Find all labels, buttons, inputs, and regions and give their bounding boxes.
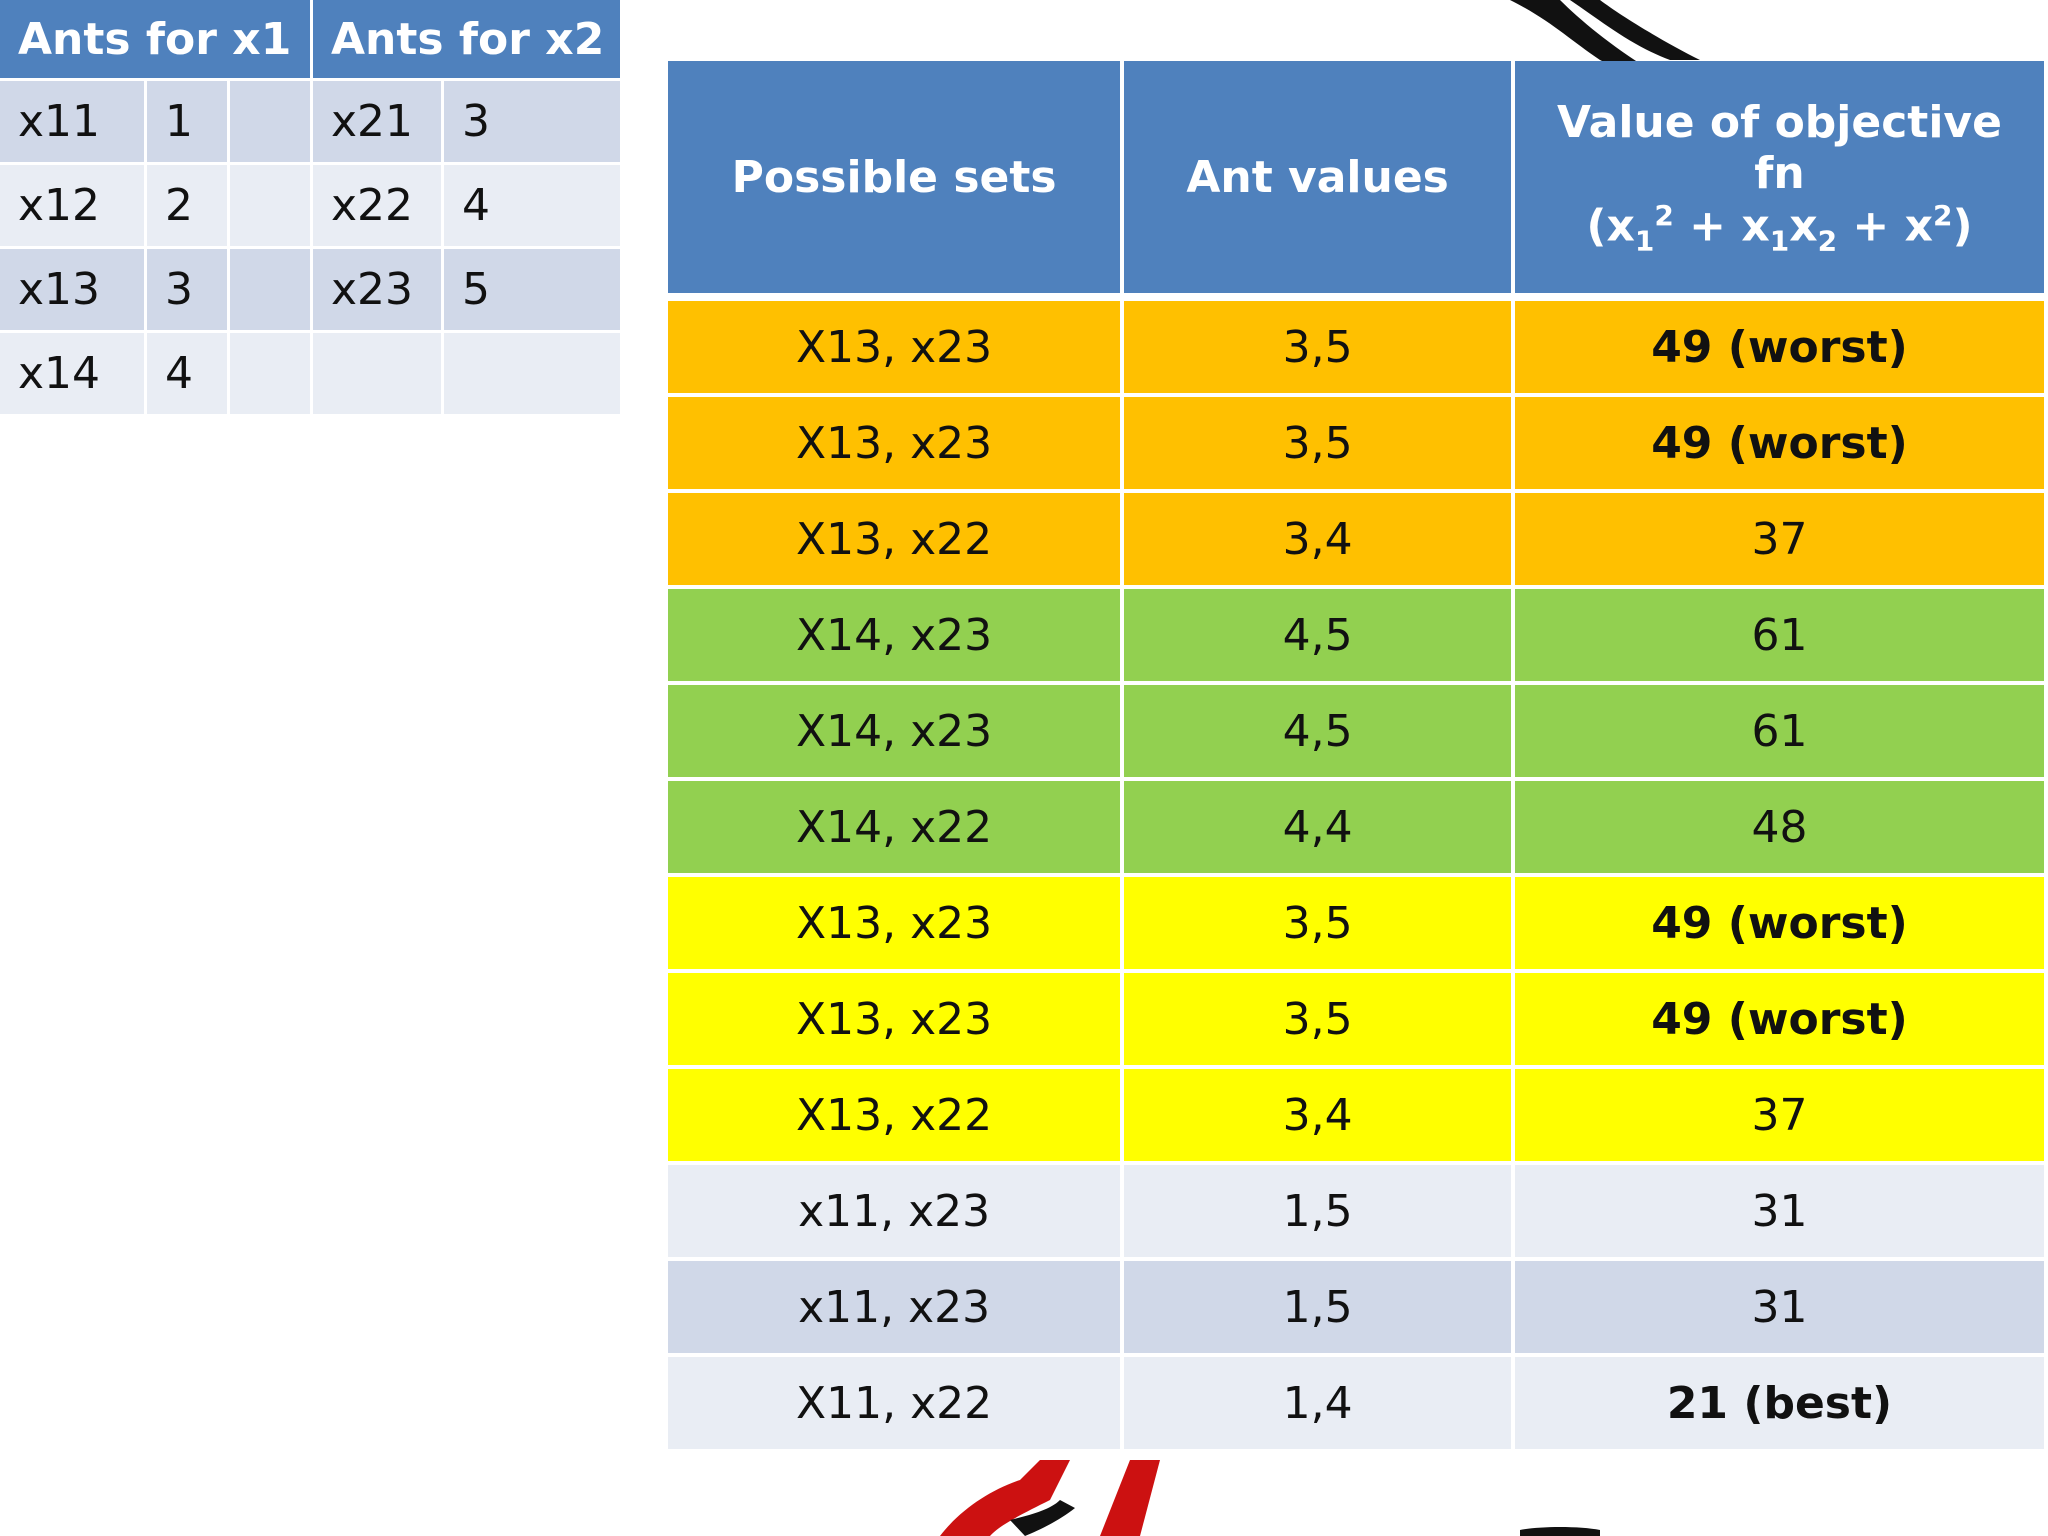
objective-value-cell: 61 bbox=[1514, 685, 2044, 777]
formula-superscript: 2 bbox=[1654, 198, 1674, 232]
set-cell: X14, x23 bbox=[668, 685, 1121, 777]
ant-values-cell: 3,4 bbox=[1124, 1069, 1511, 1161]
decorative-artwork-bottom bbox=[940, 1460, 1600, 1536]
ants-x2-header: Ants for x2 bbox=[313, 0, 620, 78]
sets-table-header-row: Possible sets Ant values Value of object… bbox=[668, 61, 2044, 293]
formula-part: ) bbox=[1952, 200, 1973, 252]
ant-values-cell: 3,5 bbox=[1124, 397, 1511, 489]
set-cell: X13, x23 bbox=[668, 973, 1121, 1065]
objective-value-cell: 31 bbox=[1514, 1165, 2044, 1257]
objective-value-cell: 61 bbox=[1514, 589, 2044, 681]
formula-part: + x bbox=[1837, 200, 1933, 252]
set-cell: x11, x23 bbox=[668, 1261, 1121, 1353]
ant-values-cell: 3,5 bbox=[1124, 877, 1511, 969]
sets-table-row: X14, x23 4,5 61 bbox=[668, 589, 2044, 681]
ant-values-cell: 3,4 bbox=[1124, 493, 1511, 585]
set-cell: X13, x22 bbox=[668, 1069, 1121, 1161]
x2-ant-name: x21 bbox=[313, 81, 441, 162]
set-cell: X13, x23 bbox=[668, 297, 1121, 393]
objective-value-cell: 49 (worst) bbox=[1514, 397, 2044, 489]
x1-ant-value: 3 bbox=[147, 249, 227, 330]
objective-value-cell: 48 bbox=[1514, 781, 2044, 873]
objective-header-line1: Value of objective fn bbox=[1556, 96, 2002, 199]
x2-ant-name: x22 bbox=[313, 165, 441, 246]
ants-table: Ants for x1 Ants for x2 x11 1 x21 3 x12 … bbox=[0, 0, 623, 417]
ant-values-cell: 3,5 bbox=[1124, 973, 1511, 1065]
objective-value-cell: 49 (worst) bbox=[1514, 877, 2044, 969]
ant-values-cell: 1,4 bbox=[1124, 1357, 1511, 1449]
sets-table-row: X13, x23 3,5 49 (worst) bbox=[668, 397, 2044, 489]
empty-cell bbox=[230, 249, 310, 330]
set-cell: X13, x23 bbox=[668, 397, 1121, 489]
x2-ant-value: 3 bbox=[444, 81, 620, 162]
x1-ant-value: 4 bbox=[147, 333, 227, 414]
ants-table-row: x12 2 x22 4 bbox=[0, 165, 620, 246]
empty-cell bbox=[230, 165, 310, 246]
x1-ant-value: 2 bbox=[147, 165, 227, 246]
sets-table-row: X13, x23 3,5 49 (worst) bbox=[668, 297, 2044, 393]
formula-part: (x bbox=[1586, 200, 1635, 252]
ant-values-cell: 1,5 bbox=[1124, 1165, 1511, 1257]
set-cell: X13, x22 bbox=[668, 493, 1121, 585]
ants-x1-header: Ants for x1 bbox=[0, 0, 310, 78]
possible-sets-table: Possible sets Ant values Value of object… bbox=[664, 57, 2048, 1453]
set-cell: X11, x22 bbox=[668, 1357, 1121, 1449]
ant-values-cell: 4,5 bbox=[1124, 685, 1511, 777]
ant-values-cell: 1,5 bbox=[1124, 1261, 1511, 1353]
objective-value-cell: 49 (worst) bbox=[1514, 297, 2044, 393]
formula-part: x bbox=[1789, 200, 1818, 252]
set-cell: x11, x23 bbox=[668, 1165, 1121, 1257]
ant-values-cell: 4,4 bbox=[1124, 781, 1511, 873]
objective-value-cell: 37 bbox=[1514, 493, 2044, 585]
formula-part: + x bbox=[1673, 200, 1770, 252]
objective-value-cell: 31 bbox=[1514, 1261, 2044, 1353]
formula-superscript: 2 bbox=[1932, 198, 1953, 232]
formula-subscript: 1 bbox=[1634, 224, 1655, 258]
x2-ant-value bbox=[444, 333, 620, 414]
formula-subscript: 1 bbox=[1769, 224, 1790, 258]
objective-value-cell: 21 (best) bbox=[1514, 1357, 2044, 1449]
sets-table-row: x11, x23 1,5 31 bbox=[668, 1165, 2044, 1257]
sets-table-row: X11, x22 1,4 21 (best) bbox=[668, 1357, 2044, 1449]
sets-table-row: x11, x23 1,5 31 bbox=[668, 1261, 2044, 1353]
x1-ant-name: x11 bbox=[0, 81, 144, 162]
formula-subscript: 2 bbox=[1817, 224, 1838, 258]
ants-table-row: x13 3 x23 5 bbox=[0, 249, 620, 330]
empty-cell bbox=[230, 81, 310, 162]
x2-ant-value: 4 bbox=[444, 165, 620, 246]
set-cell: X14, x23 bbox=[668, 589, 1121, 681]
objective-value-cell: 49 (worst) bbox=[1514, 973, 2044, 1065]
ants-table-row: x11 1 x21 3 bbox=[0, 81, 620, 162]
ants-table-header-row: Ants for x1 Ants for x2 bbox=[0, 0, 620, 78]
objective-formula: (x12 + x1x2 + x2) bbox=[1525, 199, 2034, 257]
set-cell: X13, x23 bbox=[668, 877, 1121, 969]
sets-table-row: X13, x22 3,4 37 bbox=[668, 493, 2044, 585]
sets-table-row: X13, x23 3,5 49 (worst) bbox=[668, 877, 2044, 969]
ants-table-row: x14 4 bbox=[0, 333, 620, 414]
x2-ant-name: x23 bbox=[313, 249, 441, 330]
x2-ant-name bbox=[313, 333, 441, 414]
decorative-artwork-top bbox=[1510, 0, 1700, 70]
objective-value-cell: 37 bbox=[1514, 1069, 2044, 1161]
objective-value-header: Value of objective fn (x12 + x1x2 + x2) bbox=[1514, 61, 2044, 293]
x1-ant-name: x12 bbox=[0, 165, 144, 246]
ant-values-cell: 3,5 bbox=[1124, 297, 1511, 393]
x1-ant-name: x14 bbox=[0, 333, 144, 414]
ant-values-cell: 4,5 bbox=[1124, 589, 1511, 681]
x1-ant-value: 1 bbox=[147, 81, 227, 162]
ant-values-header: Ant values bbox=[1124, 61, 1511, 293]
set-cell: X14, x22 bbox=[668, 781, 1121, 873]
possible-sets-header: Possible sets bbox=[668, 61, 1121, 293]
sets-table-row: X13, x22 3,4 37 bbox=[668, 1069, 2044, 1161]
sets-table-row: X14, x23 4,5 61 bbox=[668, 685, 2044, 777]
empty-cell bbox=[230, 333, 310, 414]
x1-ant-name: x13 bbox=[0, 249, 144, 330]
sets-table-row: X14, x22 4,4 48 bbox=[668, 781, 2044, 873]
x2-ant-value: 5 bbox=[444, 249, 620, 330]
sets-table-row: X13, x23 3,5 49 (worst) bbox=[668, 973, 2044, 1065]
